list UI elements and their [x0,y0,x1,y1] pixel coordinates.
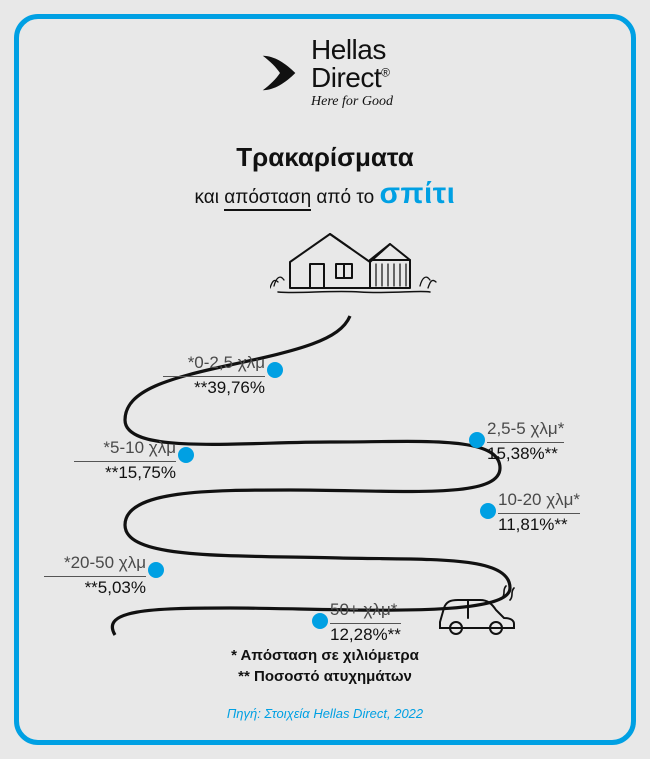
legend-line-1: * Απόσταση σε χιλιόμετρα [0,645,650,666]
brand-name-2: Direct® [311,64,393,92]
brand-logo: Hellas Direct® Here for Good [0,36,650,109]
data-point-label: 10-20 χλμ*11,81%** [498,489,580,536]
data-point-label: *20-50 χλμ**5,03% [44,552,146,599]
data-point-label: *5-10 χλμ**15,75% [74,437,176,484]
car-icon [430,580,530,640]
data-point-label: 2,5-5 χλμ*15,38%** [487,418,564,465]
headline-block: Τρακαρίσματα και απόσταση από το σπίτι [0,142,650,211]
chevron-icon [257,50,303,96]
data-point-label: *0-2,5 χλμ**39,76% [163,352,265,399]
brand-tagline: Here for Good [311,95,393,109]
headline-subtitle: και απόσταση από το σπίτι [0,177,650,211]
data-point-label: 50+ χλμ*12,28%** [330,599,401,646]
source-citation: Πηγή: Στοιχεία Hellas Direct, 2022 [0,706,650,721]
headline-title: Τρακαρίσματα [0,142,650,173]
infographic-canvas: Hellas Direct® Here for Good Τρακαρίσματ… [0,0,650,759]
brand-name-1: Hellas [311,36,393,64]
legend-block: * Απόσταση σε χιλιόμετρα ** Ποσοστό ατυχ… [0,645,650,687]
legend-line-2: ** Ποσοστό ατυχημάτων [0,666,650,687]
